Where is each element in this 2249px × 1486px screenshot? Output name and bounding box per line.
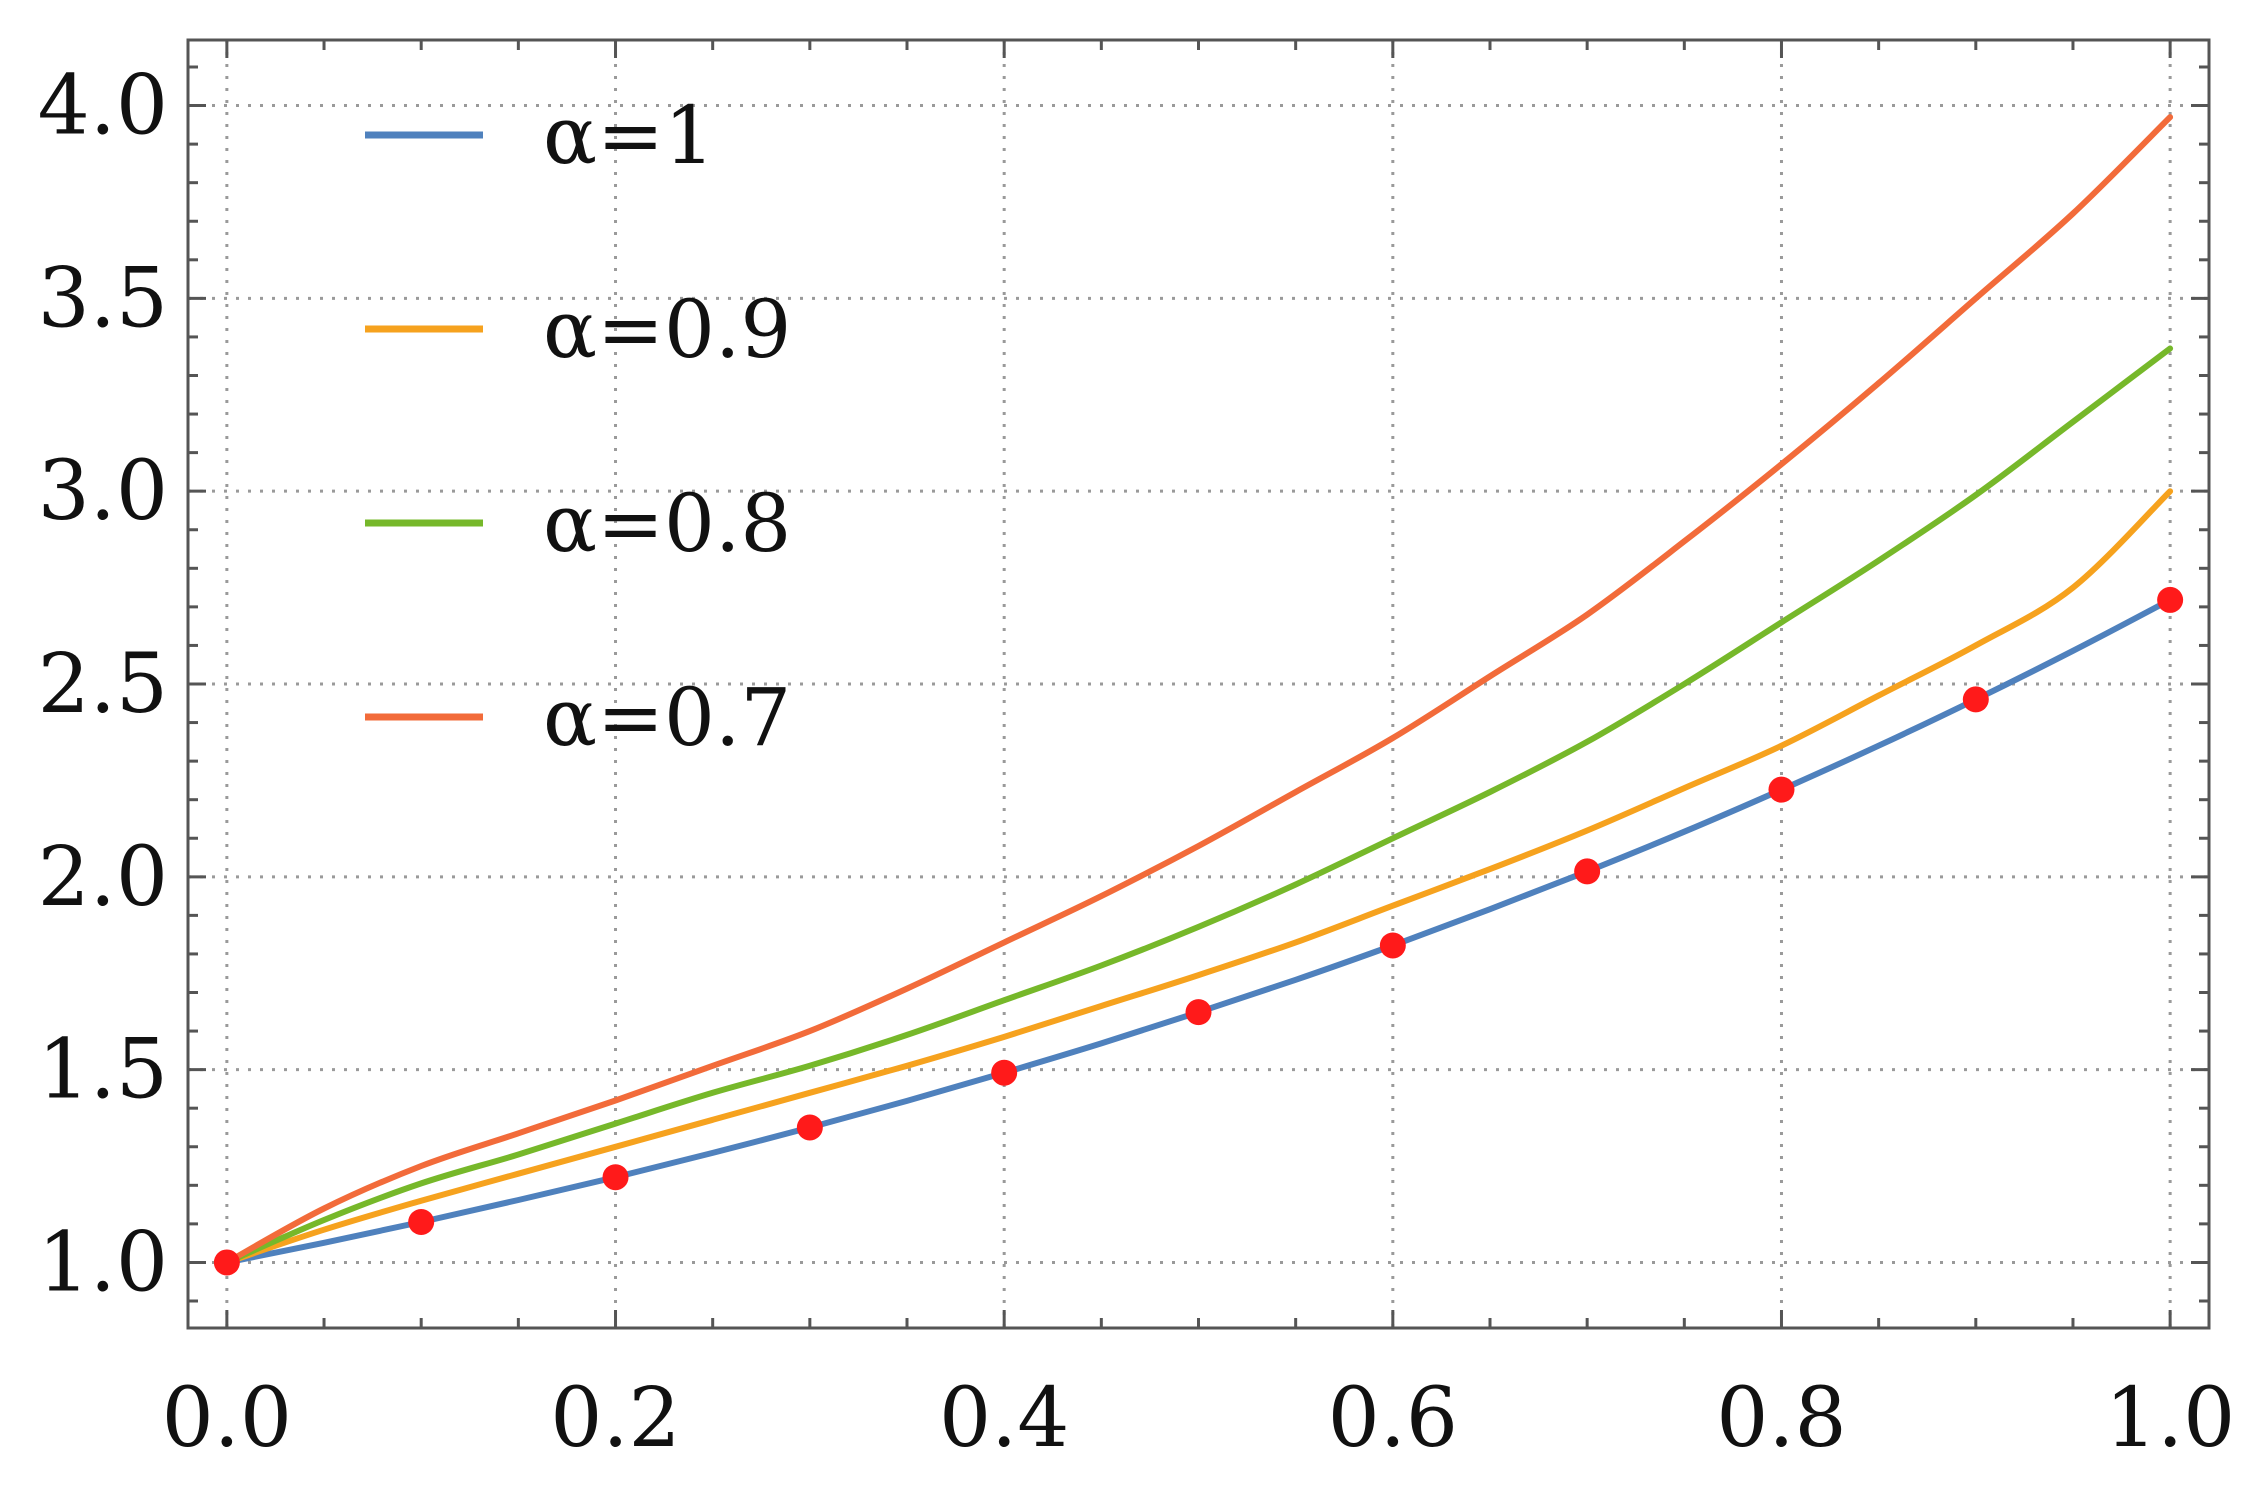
grid	[188, 40, 2209, 1328]
y-tick-label-4: 3.0	[38, 444, 168, 539]
x-tick-label-0: 0.0	[162, 1371, 292, 1466]
y-tick-label-0: 1.0	[38, 1215, 168, 1310]
legend-label-0: α=1	[543, 89, 715, 182]
series-line-2	[223, 345, 2174, 1266]
y-tick-label-3: 2.5	[38, 637, 168, 732]
marker-points	[213, 586, 2184, 1276]
marker-point-9	[1962, 686, 1989, 713]
legend-label-1: α=0.9	[543, 283, 791, 376]
marker-point-1	[408, 1208, 435, 1235]
marker-point-4	[991, 1059, 1018, 1086]
marker-point-3	[796, 1114, 823, 1141]
y-tick-label-1: 1.5	[38, 1023, 168, 1118]
series-line-3	[223, 114, 2174, 1266]
series-line-1	[223, 488, 2174, 1266]
y-tick-label-2: 2.0	[38, 830, 168, 925]
legend: α=1 α=0.9 α=0.8 α=0.7	[365, 89, 791, 764]
y-tick-label-5: 3.5	[38, 251, 168, 346]
marker-point-8	[1768, 776, 1795, 803]
marker-point-2	[602, 1164, 629, 1191]
marker-point-0	[213, 1249, 240, 1276]
x-tick-labels: 0.0 0.2 0.4 0.6 0.8 1.0	[162, 1371, 2236, 1466]
series-line-0	[223, 596, 2174, 1266]
marker-point-5	[1185, 999, 1212, 1026]
marker-point-7	[1574, 858, 1601, 885]
legend-label-3: α=0.7	[543, 671, 791, 764]
y-tick-label-6: 4.0	[38, 59, 168, 154]
series-lines	[223, 114, 2174, 1266]
x-tick-label-4: 0.8	[1716, 1371, 1846, 1466]
x-tick-label-2: 0.4	[939, 1371, 1069, 1466]
marker-point-6	[1379, 932, 1406, 959]
y-tick-labels: 1.0 1.5 2.0 2.5 3.0 3.5 4.0	[38, 59, 168, 1311]
marker-point-10	[2157, 586, 2184, 613]
plot-frame	[186, 38, 2211, 1330]
legend-label-2: α=0.8	[543, 477, 791, 570]
x-tick-label-1: 0.2	[550, 1371, 680, 1466]
minor-ticks	[188, 40, 2209, 1328]
x-tick-label-3: 0.6	[1328, 1371, 1458, 1466]
x-tick-label-5: 1.0	[2105, 1371, 2235, 1466]
